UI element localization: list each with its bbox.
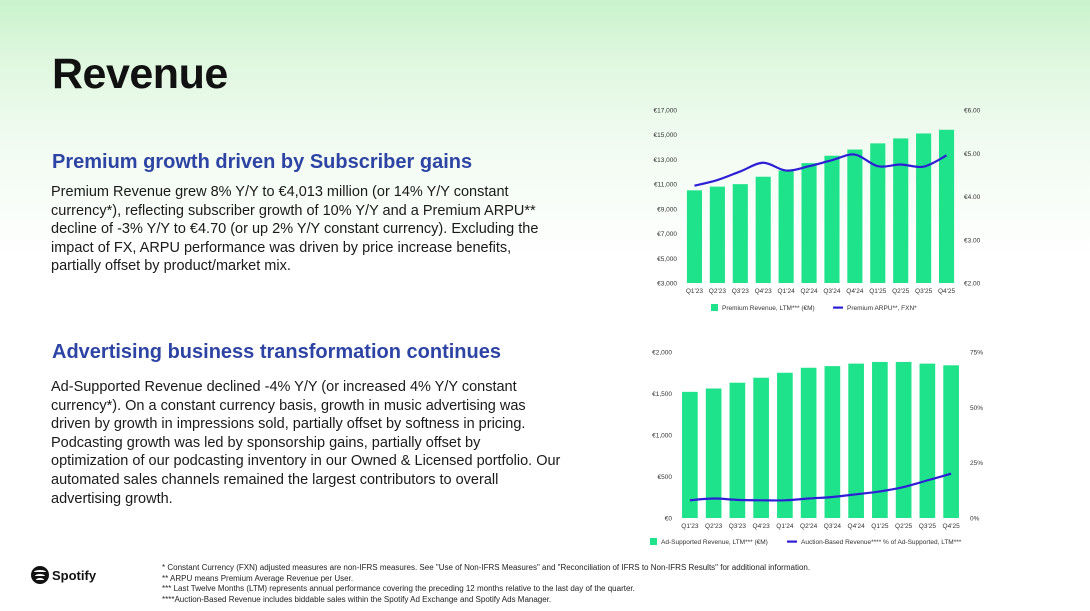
x-tick-label: Q3'24 — [824, 523, 842, 530]
bar-Q3'25 — [919, 363, 936, 518]
x-tick-label: Q2'23 — [709, 288, 727, 295]
x-tick-label: Q1'23 — [686, 288, 704, 295]
x-tick-label: Q4'23 — [755, 288, 773, 295]
y-left-tick-label: €500 — [658, 474, 673, 481]
x-tick-label: Q2'24 — [800, 523, 818, 530]
x-tick-label: Q4'25 — [938, 288, 956, 295]
legend-label-bar: Premium Revenue, LTM*** (€M) — [722, 305, 815, 312]
bar-Q4'23 — [755, 176, 771, 283]
bar-Q2'24 — [801, 163, 817, 283]
x-tick-label: Q1'23 — [681, 523, 699, 530]
series-line-Auction-Based Revenue**** % of Ad-Supported, LTM*** — [689, 472, 952, 502]
brand-name: Spotify — [52, 567, 97, 583]
spotify-logo: Spotify — [31, 566, 96, 584]
x-tick-label: Q3'23 — [729, 523, 747, 530]
bar-Q4'24 — [848, 363, 864, 518]
bar-Q4'25 — [943, 365, 959, 518]
bar-Q3'24 — [824, 155, 840, 283]
x-tick-label: Q3'25 — [915, 288, 933, 295]
legend-label-line: Premium ARPU**, FXN* — [847, 305, 917, 312]
footnotes: * Constant Currency (FXN) adjusted measu… — [162, 563, 810, 605]
bar-Q2'25 — [895, 361, 912, 518]
y-left-tick-label: €9,000 — [657, 206, 677, 213]
bar-Q3'23 — [732, 184, 748, 283]
y-left-tick-label: €2,000 — [652, 350, 672, 357]
bar-Q3'24 — [824, 366, 841, 518]
premium-chart: €3,000 €5,000 €7,000 €9,000 €11,000 €13,000 €1… — [640, 100, 981, 320]
legend-swatch-line — [833, 306, 843, 309]
x-tick-label: Q4'24 — [848, 523, 866, 530]
x-tick-label: Q1'24 — [778, 288, 796, 295]
y-left-tick-label: €5,000 — [657, 256, 677, 263]
legend-swatch-bar — [650, 538, 657, 545]
y-right-tick-label: 25% — [970, 460, 983, 467]
x-tick-label: Q3'23 — [732, 288, 750, 295]
x-tick-label: Q2'25 — [895, 523, 913, 530]
footnote-4: ****Auction-Based Revenue includes bidda… — [162, 594, 552, 604]
bar-Q2'25 — [893, 138, 909, 283]
y-left-tick-label: €1,000 — [652, 433, 672, 440]
y-right-tick-label: 50% — [970, 405, 983, 412]
x-tick-label: Q1'25 — [871, 523, 889, 530]
y-left-tick-label: €1,500 — [652, 391, 672, 398]
x-tick-label: Q2'24 — [800, 288, 818, 295]
x-tick-label: Q4'25 — [943, 523, 961, 530]
bar-Q2'23 — [709, 186, 725, 283]
bar-Q4'23 — [753, 377, 769, 518]
bar-Q3'25 — [916, 133, 932, 283]
bar-Q2'23 — [705, 388, 722, 518]
bar-Q1'24 — [777, 372, 793, 518]
x-tick-label: Q2'23 — [705, 523, 723, 530]
series-line-Premium ARPU**, FXN* — [694, 153, 948, 187]
advertising-heading: Advertising business transformation cont… — [52, 341, 501, 363]
bar-Q4'25 — [938, 129, 955, 283]
bar-Q4'24 — [847, 149, 863, 283]
y-right-tick-label: €6.00 — [964, 108, 981, 115]
premium-body: Premium Revenue grew 8% Y/Y to €4,013 mi… — [51, 184, 539, 275]
x-tick-label: Q4'24 — [846, 288, 864, 295]
legend-label-bar: Ad-Supported Revenue, LTM*** (€M) — [661, 539, 768, 546]
legend-swatch-line — [787, 540, 797, 543]
bar-Q1'25 — [872, 361, 888, 518]
x-tick-label: Q3'24 — [823, 288, 841, 295]
y-left-tick-label: €3,000 — [657, 281, 677, 288]
x-tick-label: Q4'23 — [753, 523, 771, 530]
y-right-tick-label: €5.00 — [964, 151, 981, 158]
x-tick-label: Q1'25 — [869, 288, 887, 295]
y-left-tick-label: €11,000 — [654, 182, 677, 189]
bar-Q1'25 — [870, 143, 886, 283]
y-left-tick-label: €15,000 — [654, 132, 678, 139]
y-left-tick-label: €0 — [665, 516, 673, 523]
footnote-1: * Constant Currency (FXN) adjusted measu… — [162, 563, 811, 572]
x-tick-label: Q3'25 — [919, 523, 937, 530]
page-title: Revenue — [52, 50, 228, 98]
y-right-tick-label: €3.00 — [964, 237, 981, 244]
advertising-body: Ad-Supported Revenue declined -4% Y/Y (o… — [51, 379, 561, 507]
premium-heading: Premium growth driven by Subscriber gain… — [52, 151, 473, 173]
footnote-2: ** ARPU means Premium Average Revenue pe… — [162, 573, 354, 583]
y-left-tick-label: €7,000 — [657, 231, 677, 238]
y-right-tick-label: 75% — [970, 350, 983, 357]
y-right-tick-label: 0% — [970, 516, 980, 523]
y-right-tick-label: €2.00 — [964, 281, 981, 288]
bar-Q1'23 — [686, 190, 703, 283]
x-tick-label: Q1'24 — [776, 523, 794, 530]
legend-swatch-bar — [711, 304, 718, 311]
y-left-tick-label: €17,000 — [654, 108, 678, 115]
spotify-logo-icon — [31, 566, 49, 584]
bar-Q1'24 — [778, 170, 794, 283]
footnote-3: *** Last Twelve Months (LTM) represents … — [162, 584, 635, 593]
y-right-tick-label: €4.00 — [964, 194, 981, 201]
advertising-chart: €0 €500 €1,000 €1,500 €2,000 0% 25% 50% 75% Q1'23… — [640, 340, 983, 552]
x-tick-label: Q2'25 — [892, 288, 910, 295]
bar-Q1'23 — [682, 391, 698, 518]
bar-Q3'23 — [729, 382, 746, 518]
bar-Q2'24 — [800, 367, 817, 518]
legend-label-line: Auction-Based Revenue**** % of Ad-Suppor… — [801, 539, 962, 546]
y-left-tick-label: €13,000 — [654, 157, 678, 164]
